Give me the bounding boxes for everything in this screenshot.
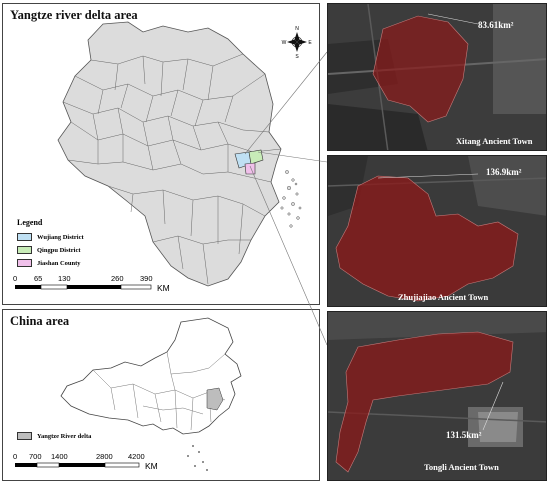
zhujiajiao-town-area — [335, 175, 519, 302]
china-scale-tick-3: 2800 — [96, 452, 113, 461]
legend-label-delta: Yangtze River delta — [37, 432, 92, 440]
zhujiajiao-area-label: 136.9km² — [486, 167, 522, 177]
china-scale-tick-4: 4200 — [128, 452, 145, 461]
xitang-satellite — [328, 4, 546, 150]
delta-scale-bar — [15, 284, 152, 290]
delta-scale-tick-2: 130 — [58, 274, 71, 283]
china-scale-unit: KM — [145, 461, 158, 471]
legend-item-jiashan: Jiashan County — [17, 259, 81, 267]
delta-region-outline — [57, 21, 282, 287]
delta-scale-tick-3: 260 — [111, 274, 124, 283]
legend-item-qingpu: Qingpu District — [17, 246, 81, 254]
legend-item-wujiang: Wujiang District — [17, 233, 84, 241]
delta-map-panel: Yangtze river delta area — [2, 3, 320, 305]
zhujiajiao-name-label: Zhujiajiao Ancient Town — [398, 292, 489, 302]
legend-item-delta: Yangtze River delta — [17, 432, 91, 440]
delta-panel-title: Yangtze river delta area — [10, 8, 138, 22]
south-sea-islands — [187, 445, 208, 471]
jiashan-county-shape — [244, 162, 256, 175]
delta-scale-tick-4: 390 — [140, 274, 153, 283]
tongli-satellite — [328, 312, 546, 480]
compass-n: N — [295, 26, 299, 32]
china-outline — [60, 317, 242, 435]
xitang-photo: 83.61km² Xitang Ancient Town — [327, 3, 547, 151]
tongli-town-area — [335, 331, 514, 473]
legend-swatch-wujiang — [17, 233, 32, 241]
legend-swatch-delta — [17, 432, 32, 440]
compass-rose-icon: N S E W — [282, 26, 313, 60]
china-scale-tick-1: 700 — [29, 452, 42, 461]
legend-swatch-qingpu — [17, 246, 32, 254]
china-scale-bar — [15, 462, 140, 468]
delta-county-boundaries — [62, 53, 282, 285]
zhujiajiao-satellite — [328, 156, 546, 306]
china-panel-title: China area — [10, 314, 70, 328]
delta-scale-unit: KM — [157, 283, 170, 293]
delta-legend-title: Legend — [17, 218, 43, 227]
china-scale-tick-2: 1400 — [51, 452, 68, 461]
xitang-town-area — [372, 15, 469, 123]
legend-label-qingpu: Qingpu District — [37, 246, 81, 254]
tongli-name-label: Tongli Ancient Town — [424, 462, 499, 472]
china-map-panel: China area Yangtze River delta 0 700 140… — [2, 309, 320, 481]
tongli-area-label: 131.5km² — [446, 430, 482, 440]
delta-scale-tick-1: 65 — [34, 274, 43, 283]
compass-e: E — [308, 40, 312, 46]
xitang-name-label: Xitang Ancient Town — [456, 136, 533, 146]
compass-w: W — [282, 40, 287, 46]
compass-s: S — [295, 54, 299, 60]
zhujiajiao-photo: 136.9km² Zhujiajiao Ancient Town — [327, 155, 547, 307]
delta-scale-tick-0: 0 — [13, 274, 18, 283]
legend-label-jiashan: Jiashan County — [37, 259, 81, 267]
china-map — [15, 317, 242, 471]
china-province-boundaries — [92, 351, 226, 431]
legend-label-wujiang: Wujiang District — [37, 233, 84, 241]
china-delta-highlight — [206, 387, 224, 411]
tongli-photo: 131.5km² Tongli Ancient Town — [327, 311, 547, 481]
coastal-islands — [280, 170, 302, 228]
china-scale-tick-0: 0 — [13, 452, 18, 461]
xitang-area-label: 83.61km² — [478, 20, 514, 30]
legend-swatch-jiashan — [17, 259, 32, 267]
